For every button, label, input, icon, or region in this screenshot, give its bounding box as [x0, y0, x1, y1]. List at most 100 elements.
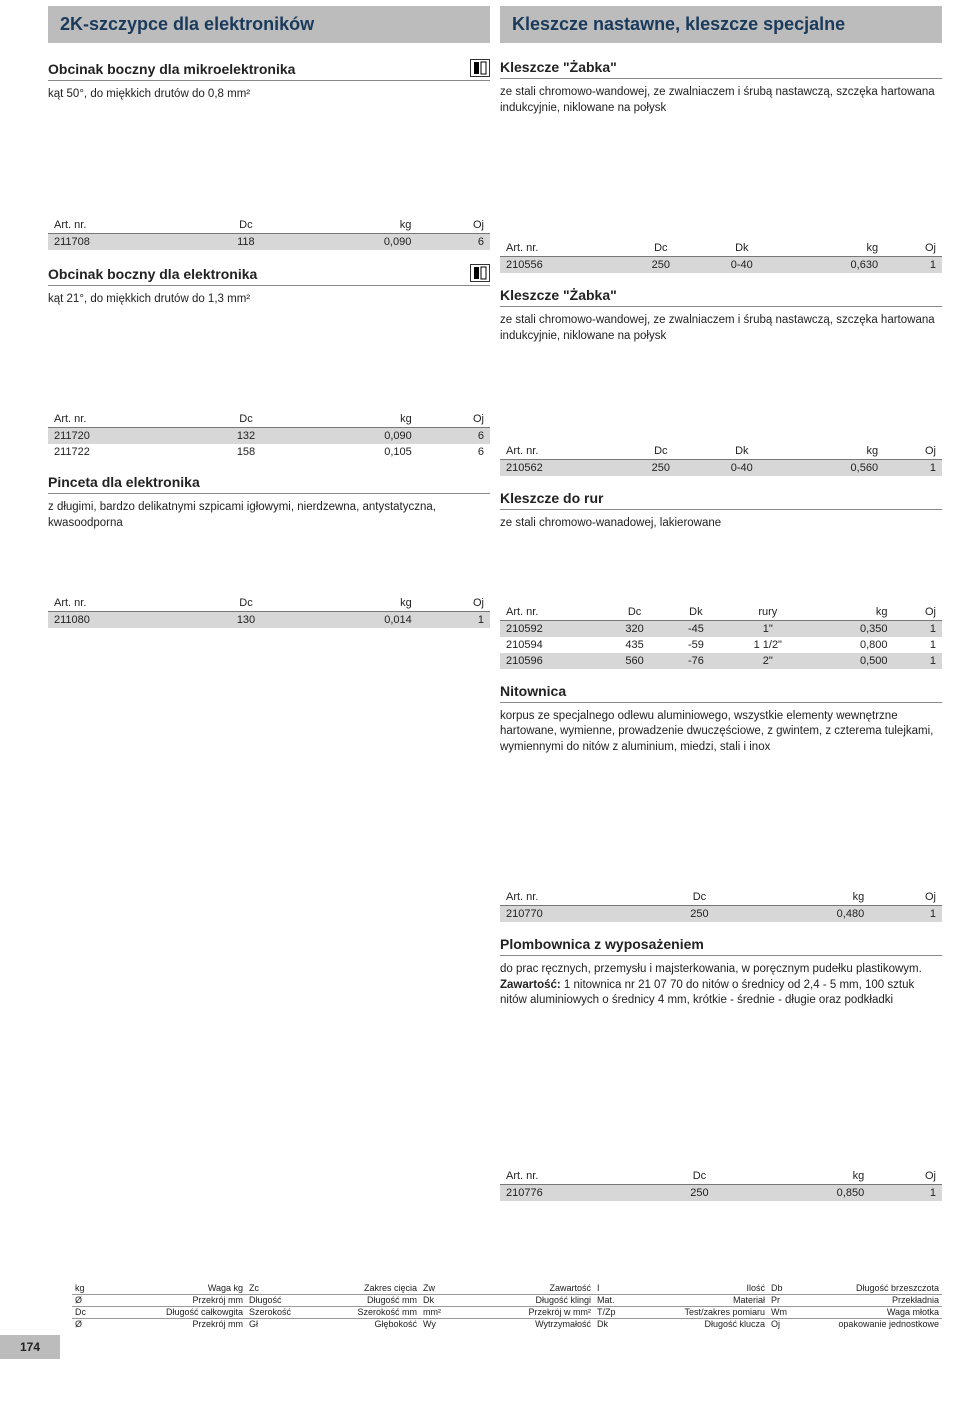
table-header: kg: [785, 443, 884, 460]
table-cell: 0,800: [810, 637, 893, 653]
product-image-placeholder: [48, 107, 490, 217]
table-cell: 210562: [500, 460, 623, 477]
legend-value: Przekrój mm: [192, 1319, 243, 1330]
table-header: Art. nr.: [500, 1168, 652, 1185]
table-header: Dc: [603, 604, 667, 621]
table-row: 2117221580,1056: [48, 444, 490, 460]
table-cell: 132: [198, 428, 293, 445]
legend-key: Długość: [249, 1295, 282, 1306]
product-block: Kleszcze "Żabka"ze stali chromowo-wandow…: [500, 285, 942, 476]
table-cell: 1: [418, 612, 490, 629]
product-image-placeholder: [500, 120, 942, 240]
product-table: Art. nr.DckgOj2117081180,0906: [48, 217, 490, 250]
legend-value: Zakres cięcia: [364, 1283, 417, 1294]
table-cell: 0-40: [699, 460, 785, 477]
table-row: 2105622500-400,5601: [500, 460, 942, 477]
legend-key: T/Zp: [597, 1307, 616, 1318]
table-row: 210594435-591 1/2"0,8001: [500, 637, 942, 653]
legend-key: Mat.: [597, 1295, 615, 1306]
legend-value: opakowanie jednostkowe: [838, 1319, 939, 1330]
table-header: Art. nr.: [48, 217, 199, 234]
table-header: Oj: [870, 1168, 942, 1185]
legend-key: Db: [771, 1283, 783, 1294]
column-header: Kleszcze nastawne, kleszcze specjalne: [500, 6, 942, 43]
table-cell: 2": [725, 653, 810, 669]
table-cell: 1: [870, 906, 942, 923]
legend-value: Długość brzeszczota: [856, 1283, 939, 1294]
legend-row: DkDługość klingi: [420, 1294, 594, 1306]
table-cell: 0,350: [810, 620, 893, 637]
table-header: Oj: [884, 443, 942, 460]
table-cell: -76: [667, 653, 726, 669]
table-cell: 1: [894, 620, 942, 637]
legend-row: Db Długość brzeszczota: [768, 1283, 942, 1294]
legend-row: Szerokość Szerokość mm: [246, 1306, 420, 1318]
product-block: Plombownica z wyposażeniemdo prac ręczny…: [500, 934, 942, 1201]
table-header: Dk: [699, 240, 785, 257]
table-header: kg: [294, 595, 418, 612]
table-cell: 211720: [48, 428, 198, 445]
table-header: Art. nr.: [500, 443, 623, 460]
table-cell: 1: [894, 653, 942, 669]
table-header: Oj: [884, 240, 942, 257]
legend-value: Głębokość: [374, 1319, 417, 1330]
table-header: kg: [785, 240, 884, 257]
legend-column: IIlośćMat.MateriałT/ZpTest/zakres pomiar…: [594, 1283, 768, 1331]
table-cell: -59: [667, 637, 726, 653]
product-description: z długimi, bardzo delikatnymi szpicami i…: [48, 494, 490, 535]
table-cell: 0-40: [699, 257, 785, 274]
legend: kgWaga kgØPrzekrój mmDcDługość całkowgit…: [72, 1283, 942, 1331]
legend-value: Przekrój w mm²: [529, 1307, 592, 1318]
column-header: 2K-szczypce dla elektroników: [48, 6, 490, 43]
table-cell: 6: [418, 444, 490, 460]
legend-key: Dk: [597, 1319, 608, 1330]
table-cell: 211722: [48, 444, 198, 460]
table-cell: 0,850: [747, 1184, 870, 1201]
product-image-placeholder: [500, 759, 942, 889]
table-cell: 1": [725, 620, 810, 637]
table-row: 210592320-451"0,3501: [500, 620, 942, 637]
product-table: Art. nr.DckgOj2110801300,0141: [48, 595, 490, 628]
table-header: Dc: [199, 217, 292, 234]
table-cell: 250: [652, 1184, 747, 1201]
legend-key: I: [597, 1283, 600, 1294]
legend-value: Długość klingi: [535, 1295, 591, 1306]
product-title: Pinceta dla elektronika: [48, 474, 200, 490]
legend-key: Szerokość: [249, 1307, 291, 1318]
table-row: 2117201320,0906: [48, 428, 490, 445]
table-row: 2110801300,0141: [48, 612, 490, 629]
table-header: Dk: [667, 604, 726, 621]
product-description: kąt 21°, do miękkich drutów do 1,3 mm²: [48, 286, 490, 312]
legend-value: Zawartość: [549, 1283, 591, 1294]
table-cell: 0,480: [747, 906, 870, 923]
product-description: ze stali chromowo-wandowej, ze zwalniacz…: [500, 307, 942, 348]
product-image-placeholder: [48, 311, 490, 411]
table-cell: 1: [884, 460, 942, 477]
table-cell: 0,090: [293, 233, 418, 250]
product-block: Kleszcze do rurze stali chromowo-wanadow…: [500, 488, 942, 669]
table-cell: 210556: [500, 257, 623, 274]
product-title: Kleszcze "Żabka": [500, 59, 617, 75]
legend-row: ØPrzekrój mm: [72, 1318, 246, 1330]
legend-column: kgWaga kgØPrzekrój mmDcDługość całkowgit…: [72, 1283, 246, 1331]
table-header: Dc: [652, 1168, 747, 1185]
product-table: Art. nr.DckgOj2107762500,8501: [500, 1168, 942, 1201]
legend-value: Długość mm: [367, 1295, 417, 1306]
product-title: Plombownica z wyposażeniem: [500, 936, 704, 952]
column-heading: 2K-szczypce dla elektroników: [60, 14, 478, 35]
table-cell: 0,500: [810, 653, 893, 669]
legend-key: kg: [75, 1283, 85, 1294]
legend-value: Materiał: [733, 1295, 765, 1306]
table-cell: 1: [870, 1184, 942, 1201]
legend-row: Mat. Materiał: [594, 1294, 768, 1306]
legend-key: Gł: [249, 1319, 258, 1330]
table-row: 210596560-762"0,5001: [500, 653, 942, 669]
legend-value: Szerokość mm: [357, 1307, 417, 1318]
legend-row: WmWaga młotka: [768, 1306, 942, 1318]
legend-row: Długość Długość mm: [246, 1294, 420, 1306]
legend-row: Gł Głębokość: [246, 1318, 420, 1330]
legend-value: Waga kg: [208, 1283, 243, 1294]
table-cell: 320: [603, 620, 667, 637]
legend-key: Zw: [423, 1283, 435, 1294]
product-block: Pinceta dla elektronika z długimi, bardzo…: [48, 472, 490, 628]
